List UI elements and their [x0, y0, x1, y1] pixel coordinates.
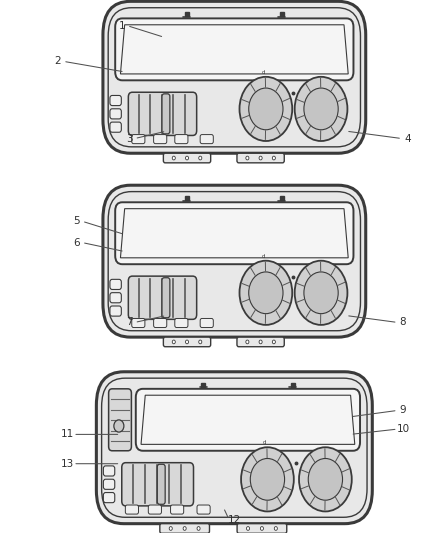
Circle shape: [304, 88, 338, 130]
Circle shape: [172, 340, 175, 344]
Polygon shape: [120, 25, 348, 74]
FancyBboxPatch shape: [197, 505, 210, 514]
Circle shape: [197, 527, 200, 530]
Text: 7: 7: [126, 318, 133, 327]
Text: 8: 8: [399, 318, 406, 327]
Circle shape: [250, 458, 285, 500]
FancyBboxPatch shape: [157, 464, 165, 504]
FancyBboxPatch shape: [110, 306, 121, 316]
Text: 12: 12: [228, 515, 241, 524]
Circle shape: [249, 88, 283, 130]
Circle shape: [247, 527, 250, 530]
Text: 6: 6: [73, 238, 80, 247]
Circle shape: [186, 340, 188, 344]
FancyBboxPatch shape: [128, 276, 197, 319]
Circle shape: [304, 272, 338, 313]
Circle shape: [114, 420, 124, 432]
FancyBboxPatch shape: [237, 337, 284, 346]
Text: d: d: [261, 70, 265, 75]
Circle shape: [274, 527, 277, 530]
Circle shape: [295, 77, 347, 141]
Circle shape: [199, 340, 202, 344]
FancyBboxPatch shape: [122, 463, 194, 506]
Circle shape: [299, 447, 352, 512]
Circle shape: [259, 340, 262, 344]
Circle shape: [260, 527, 264, 530]
FancyBboxPatch shape: [115, 202, 353, 264]
Circle shape: [246, 340, 249, 344]
Text: 11: 11: [61, 430, 74, 439]
Circle shape: [186, 156, 188, 160]
FancyBboxPatch shape: [162, 278, 170, 318]
Circle shape: [272, 156, 276, 160]
FancyBboxPatch shape: [132, 318, 145, 327]
FancyBboxPatch shape: [125, 505, 138, 514]
Polygon shape: [120, 208, 348, 258]
FancyBboxPatch shape: [108, 7, 360, 147]
FancyBboxPatch shape: [109, 389, 131, 451]
FancyBboxPatch shape: [154, 134, 167, 143]
Circle shape: [272, 340, 276, 344]
Circle shape: [240, 77, 292, 141]
FancyBboxPatch shape: [175, 134, 188, 143]
FancyBboxPatch shape: [154, 318, 167, 327]
FancyBboxPatch shape: [102, 378, 367, 517]
FancyBboxPatch shape: [96, 372, 372, 523]
Text: 1: 1: [118, 21, 125, 30]
FancyBboxPatch shape: [170, 505, 184, 514]
FancyBboxPatch shape: [163, 154, 211, 163]
FancyBboxPatch shape: [103, 1, 366, 154]
Circle shape: [246, 156, 249, 160]
FancyBboxPatch shape: [103, 479, 115, 489]
FancyBboxPatch shape: [162, 94, 170, 134]
Polygon shape: [141, 395, 355, 445]
FancyBboxPatch shape: [200, 134, 213, 143]
Circle shape: [240, 261, 292, 325]
Circle shape: [241, 447, 294, 512]
FancyBboxPatch shape: [200, 318, 213, 327]
FancyBboxPatch shape: [110, 109, 121, 119]
FancyBboxPatch shape: [103, 466, 115, 476]
FancyBboxPatch shape: [163, 337, 211, 346]
Text: 5: 5: [73, 216, 80, 226]
Text: 4: 4: [404, 134, 411, 143]
Circle shape: [183, 527, 186, 530]
Circle shape: [169, 527, 172, 530]
FancyBboxPatch shape: [110, 122, 121, 132]
Circle shape: [295, 261, 347, 325]
FancyBboxPatch shape: [132, 134, 145, 143]
FancyBboxPatch shape: [237, 154, 284, 163]
Text: 3: 3: [126, 134, 133, 143]
FancyBboxPatch shape: [128, 92, 197, 135]
Text: d: d: [261, 254, 265, 259]
FancyBboxPatch shape: [136, 389, 360, 451]
Circle shape: [249, 272, 283, 313]
FancyBboxPatch shape: [148, 505, 162, 514]
FancyBboxPatch shape: [110, 293, 121, 303]
Text: 10: 10: [396, 424, 410, 434]
FancyBboxPatch shape: [103, 185, 366, 337]
Text: 2: 2: [54, 56, 61, 66]
Text: d: d: [263, 440, 267, 445]
Text: 9: 9: [399, 406, 406, 415]
FancyBboxPatch shape: [110, 95, 121, 106]
FancyBboxPatch shape: [103, 492, 115, 503]
Circle shape: [199, 156, 202, 160]
FancyBboxPatch shape: [237, 523, 287, 533]
Circle shape: [259, 156, 262, 160]
FancyBboxPatch shape: [160, 523, 209, 533]
FancyBboxPatch shape: [110, 279, 121, 289]
FancyBboxPatch shape: [175, 318, 188, 327]
Circle shape: [172, 156, 175, 160]
Text: 13: 13: [61, 459, 74, 469]
FancyBboxPatch shape: [115, 19, 353, 80]
FancyBboxPatch shape: [108, 191, 360, 330]
Circle shape: [308, 458, 343, 500]
